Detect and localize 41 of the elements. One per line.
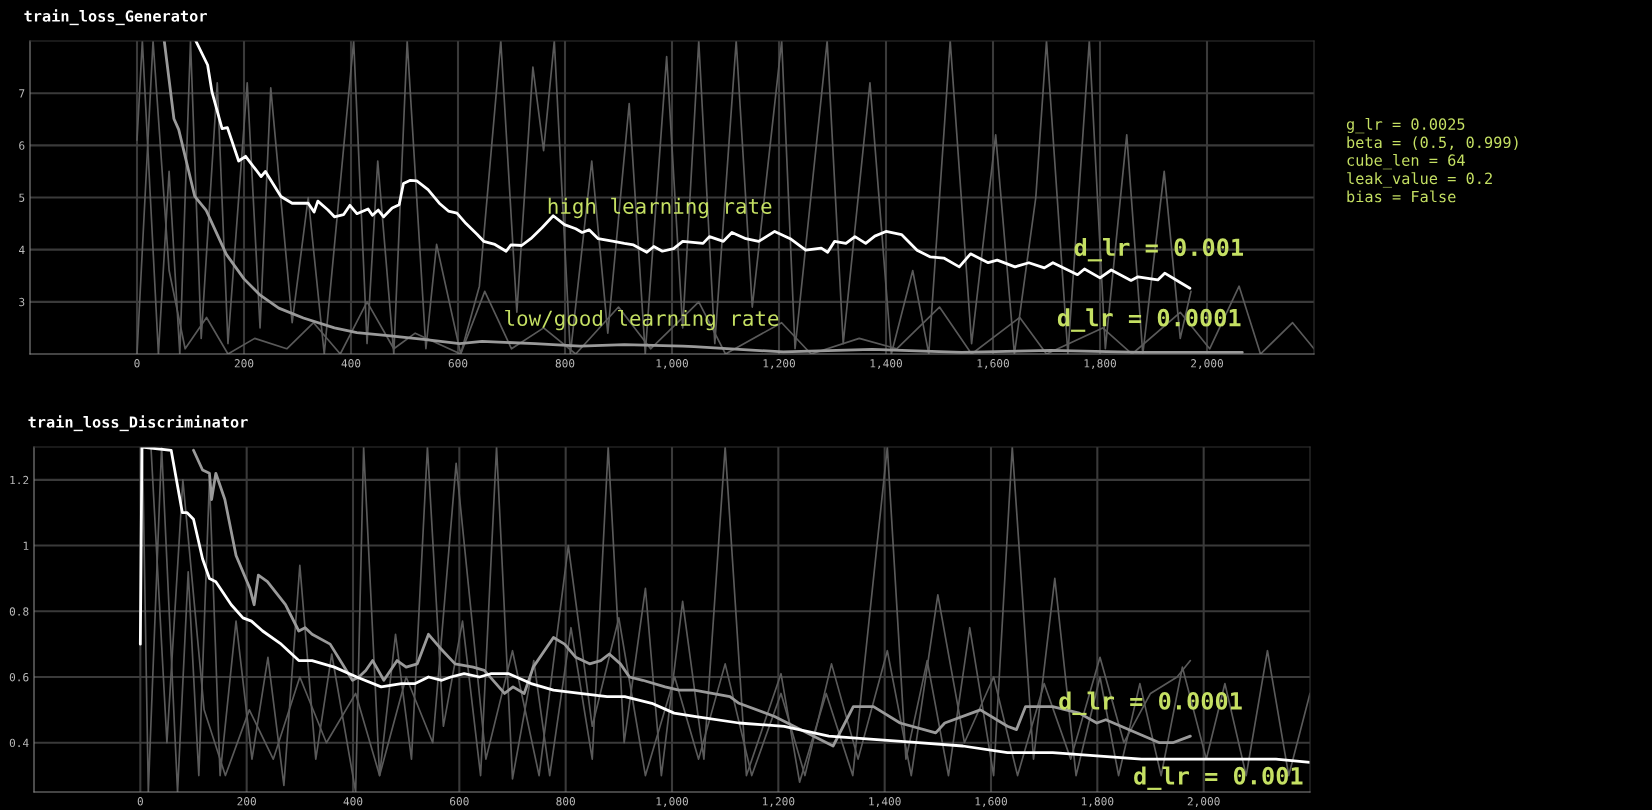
- x-tick-label: 600: [450, 797, 469, 806]
- chart-title: train_loss_Generator: [24, 9, 207, 26]
- y-tick-label: 1: [23, 541, 29, 550]
- annotation: d_lr = 0.001: [1074, 237, 1244, 262]
- y-tick-label: 0.4: [9, 738, 29, 748]
- text: g_lr = 0.0025 beta = (0.5, 0.999) cube_len = 64 leak_value = 0.2 bias = False: [1346, 118, 1518, 203]
- x-tick-label: 0: [134, 359, 140, 368]
- annotation: d_lr = 0.0001: [1057, 308, 1241, 332]
- x-tick-label: 800: [556, 797, 575, 806]
- y-tick-label: 4: [19, 245, 25, 254]
- x-tick-label: 200: [234, 359, 254, 368]
- x-tick-label: 1,800: [1084, 359, 1116, 369]
- x-tick-label: 200: [237, 797, 256, 806]
- x-tick-label: 2,000: [1187, 797, 1220, 807]
- annotation: d_lr = 0.001: [1134, 766, 1303, 790]
- x-tick-label: 2,000: [1191, 359, 1223, 369]
- x-tick-label: 600: [448, 359, 468, 368]
- x-tick-label: 1,000: [656, 797, 688, 807]
- x-tick-label: 800: [555, 359, 575, 368]
- x-tick-label: 1,200: [762, 797, 795, 807]
- y-tick-label: 3: [19, 297, 25, 307]
- x-tick-label: 1,600: [977, 359, 1009, 369]
- x-tick-label: 1,200: [763, 359, 795, 369]
- y-tick-label: 0.6: [9, 673, 29, 682]
- x-tick-label: 1,400: [870, 359, 902, 369]
- y-tick-label: 6: [19, 141, 25, 150]
- x-tick-label: 400: [343, 797, 363, 806]
- x-tick-label: 1,800: [1081, 797, 1114, 807]
- y-tick-label: 7: [19, 89, 25, 98]
- x-tick-label: 1,000: [656, 359, 688, 369]
- annotation: d_lr = 0.0001: [1059, 691, 1242, 716]
- x-tick-label: 400: [341, 359, 361, 368]
- y-tick-label: 0.8: [9, 607, 29, 616]
- x-tick-label: 1,400: [869, 797, 901, 807]
- annotation: low/good learning rate: [505, 309, 779, 331]
- y-tick-label: 5: [19, 193, 25, 202]
- x-tick-label: 0: [137, 797, 143, 806]
- chart-title: train_loss_Discriminator: [28, 415, 248, 432]
- x-tick-label: 1,600: [975, 797, 1007, 807]
- annotation: high learning rate: [548, 197, 772, 219]
- y-tick-label: 1.2: [10, 475, 29, 485]
